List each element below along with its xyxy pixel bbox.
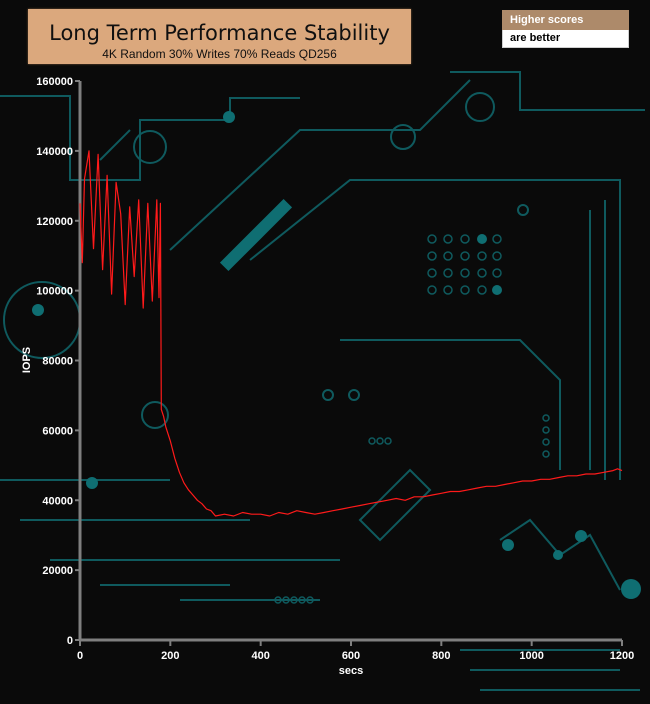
- series-line-0: [79, 150, 623, 517]
- y-tick-label: 40000: [42, 495, 73, 507]
- y-tick-label: 20000: [42, 565, 73, 577]
- y-axis-label: IOPS: [21, 347, 33, 373]
- legend-note-line-1: Higher scores: [502, 10, 629, 30]
- series-group: [79, 150, 623, 517]
- chart-title: Long Term Performance Stability: [49, 21, 390, 45]
- legend-note: Higher scores are better: [502, 10, 629, 48]
- y-tick-label: 100000: [36, 286, 73, 298]
- x-tick-label: 0: [77, 650, 83, 662]
- y-tick-label: 120000: [36, 216, 73, 228]
- chart-subtitle: 4K Random 30% Writes 70% Reads QD256: [102, 47, 337, 61]
- legend-note-line-2: are better: [502, 30, 629, 48]
- x-tick-label: 1000: [519, 650, 543, 662]
- y-tick-label: 160000: [36, 76, 73, 88]
- x-tick-label: 600: [342, 650, 360, 662]
- y-tick-label: 80000: [42, 356, 73, 368]
- y-tick-label: 140000: [36, 146, 73, 158]
- x-axis-ticks: 0 200 400 600 800 1000 1200: [77, 640, 634, 662]
- x-tick-label: 200: [161, 650, 179, 662]
- y-axis-ticks: 0 20000 40000 60000 80000 100000 120000 140000 1…: [36, 76, 80, 647]
- x-tick-label: 400: [251, 650, 269, 662]
- y-tick-label: 0: [67, 635, 73, 647]
- y-tick-label: 60000: [42, 425, 73, 437]
- chart-title-box: Long Term Performance Stability 4K Rando…: [28, 9, 411, 64]
- x-tick-label: 1200: [610, 650, 634, 662]
- x-axis-label: secs: [339, 665, 363, 677]
- x-tick-label: 800: [432, 650, 450, 662]
